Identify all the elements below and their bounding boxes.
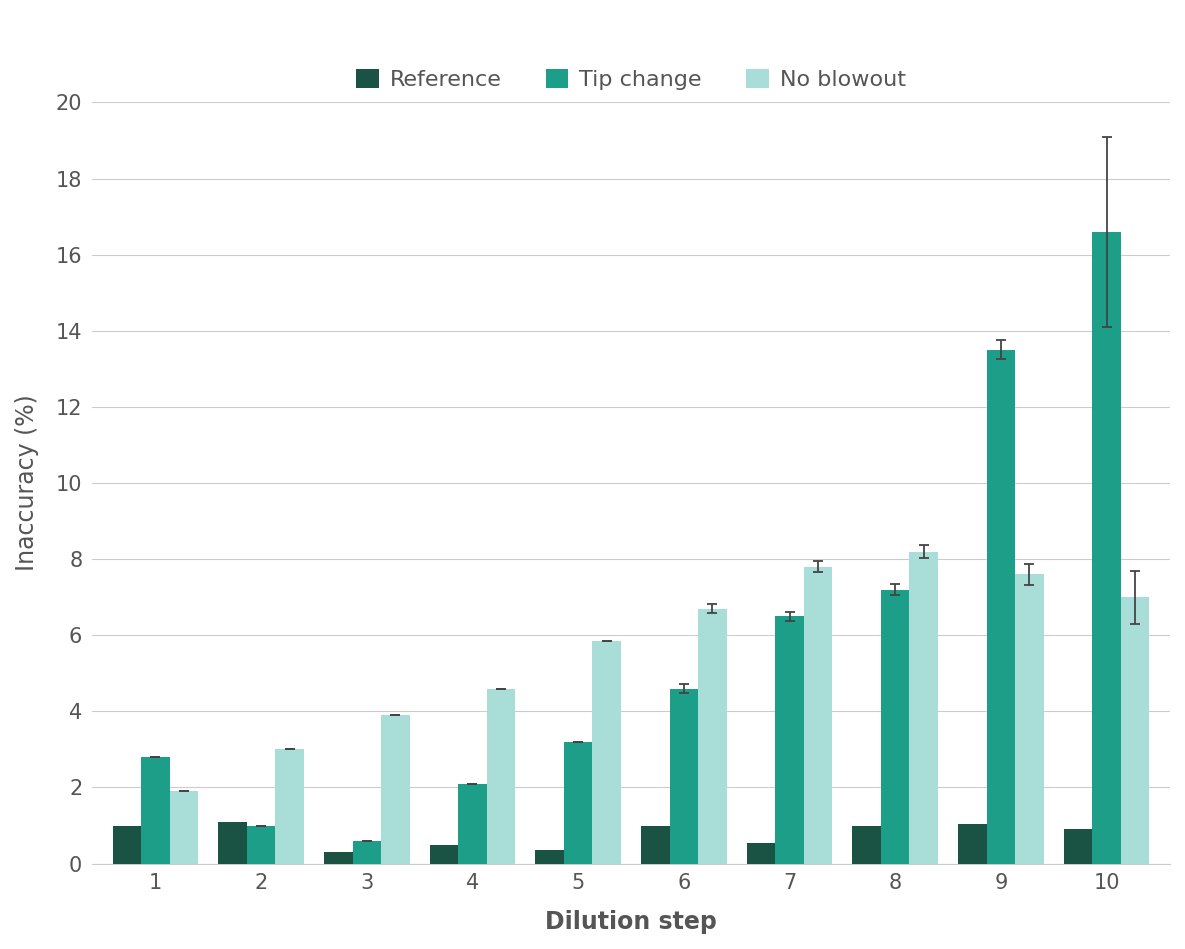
Bar xyxy=(430,845,459,864)
Bar xyxy=(459,784,487,864)
Bar xyxy=(959,824,987,864)
Bar xyxy=(113,826,141,864)
Bar xyxy=(382,716,410,864)
Bar xyxy=(1064,829,1093,864)
X-axis label: Dilution step: Dilution step xyxy=(545,910,717,934)
Bar xyxy=(1121,597,1149,864)
Bar xyxy=(1016,574,1044,864)
Bar xyxy=(852,826,880,864)
Bar xyxy=(324,852,352,864)
Bar xyxy=(169,791,198,864)
Bar xyxy=(536,850,564,864)
Bar xyxy=(592,641,621,864)
Bar xyxy=(564,742,592,864)
Bar xyxy=(698,608,726,864)
Bar xyxy=(880,589,909,864)
Bar xyxy=(987,350,1016,864)
Legend: Reference, Tip change, No blowout: Reference, Tip change, No blowout xyxy=(347,61,915,99)
Bar xyxy=(487,689,515,864)
Y-axis label: Inaccuracy (%): Inaccuracy (%) xyxy=(15,395,39,571)
Bar xyxy=(670,689,698,864)
Bar xyxy=(218,822,246,864)
Bar xyxy=(747,843,775,864)
Bar xyxy=(352,841,382,864)
Bar xyxy=(1093,232,1121,864)
Bar xyxy=(909,551,939,864)
Bar xyxy=(641,826,670,864)
Bar xyxy=(775,616,803,864)
Bar xyxy=(246,826,275,864)
Bar xyxy=(141,757,169,864)
Bar xyxy=(803,567,832,864)
Bar xyxy=(275,750,303,864)
